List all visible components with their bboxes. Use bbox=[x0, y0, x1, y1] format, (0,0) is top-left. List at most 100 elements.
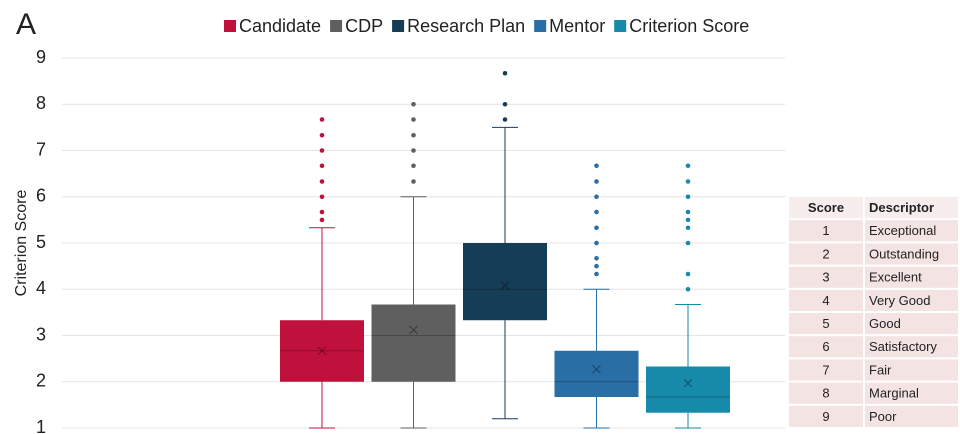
outlier bbox=[685, 194, 691, 200]
table-cell bbox=[789, 336, 863, 358]
outlier bbox=[319, 163, 325, 169]
outlier bbox=[594, 255, 599, 261]
outlier bbox=[594, 194, 599, 200]
table-cell bbox=[789, 289, 863, 311]
outlier bbox=[319, 217, 325, 223]
table-header: Score bbox=[808, 200, 844, 215]
table-text: Satisfactory bbox=[869, 339, 937, 354]
table-text: 4 bbox=[822, 293, 829, 308]
outlier bbox=[685, 217, 691, 223]
table-header-cell bbox=[865, 197, 958, 219]
outlier bbox=[411, 179, 416, 184]
table-text: Good bbox=[869, 316, 901, 331]
mean-marker bbox=[500, 281, 510, 290]
table-text: Excellent bbox=[869, 270, 922, 285]
table-text: Outstanding bbox=[869, 246, 939, 261]
legend-swatch bbox=[224, 20, 236, 32]
outlier bbox=[411, 132, 416, 138]
outlier bbox=[685, 209, 691, 215]
table-text: 9 bbox=[822, 409, 829, 424]
outlier bbox=[502, 70, 508, 76]
legend-label: Mentor bbox=[549, 16, 605, 36]
outlier bbox=[685, 179, 691, 184]
legend-swatch bbox=[330, 20, 343, 32]
outlier bbox=[685, 240, 691, 246]
table-cell bbox=[865, 382, 958, 404]
outlier bbox=[502, 101, 508, 107]
mean-marker bbox=[683, 378, 693, 388]
table-text: 1 bbox=[822, 223, 829, 238]
outlier bbox=[411, 148, 416, 153]
outlier bbox=[594, 271, 599, 277]
y-tick-label: 9 bbox=[36, 47, 46, 67]
outlier bbox=[319, 148, 325, 153]
table-cell bbox=[789, 405, 863, 427]
legend-swatch bbox=[392, 20, 405, 32]
table-cell bbox=[865, 289, 958, 311]
panel-label: A bbox=[16, 8, 36, 41]
outlier bbox=[502, 117, 508, 122]
legend-swatch bbox=[614, 20, 627, 32]
outlier bbox=[411, 163, 416, 169]
table-cell bbox=[865, 359, 958, 381]
outlier bbox=[319, 194, 325, 200]
table-cell bbox=[789, 243, 863, 265]
outlier bbox=[411, 101, 416, 107]
table-text: 7 bbox=[822, 362, 829, 377]
outlier bbox=[594, 163, 599, 169]
outlier bbox=[685, 163, 691, 169]
outlier bbox=[685, 271, 691, 277]
outlier bbox=[411, 117, 416, 122]
table-text: Fair bbox=[869, 362, 892, 377]
table-text: Marginal bbox=[869, 386, 919, 401]
table-cell bbox=[789, 359, 863, 381]
legend-label: Criterion Score bbox=[629, 16, 749, 36]
outlier bbox=[594, 240, 599, 246]
table-header: Descriptor bbox=[869, 200, 934, 215]
outlier bbox=[319, 117, 325, 122]
y-tick-label: 3 bbox=[36, 324, 46, 344]
outlier bbox=[594, 209, 599, 215]
y-tick-label: 2 bbox=[36, 371, 46, 391]
mean-marker bbox=[592, 364, 601, 374]
table-cell bbox=[865, 313, 958, 335]
y-tick-label: 6 bbox=[36, 186, 46, 206]
box bbox=[646, 366, 730, 413]
outlier bbox=[319, 209, 325, 215]
outlier bbox=[594, 225, 599, 231]
table-header-cell bbox=[789, 197, 863, 219]
table-cell bbox=[789, 220, 863, 242]
legend-label: Research Plan bbox=[407, 16, 525, 36]
y-tick-label: 5 bbox=[36, 232, 46, 252]
outlier bbox=[685, 286, 691, 292]
y-tick-label: 7 bbox=[36, 139, 46, 159]
table-text: 2 bbox=[822, 246, 829, 261]
legend-label: CDP bbox=[345, 16, 383, 36]
mean-marker bbox=[317, 346, 327, 356]
box bbox=[371, 304, 456, 382]
table-cell bbox=[865, 336, 958, 358]
table-text: Poor bbox=[869, 409, 897, 424]
y-axis-label: Criterion Score bbox=[13, 190, 30, 297]
y-tick-label: 4 bbox=[36, 278, 46, 298]
table-cell bbox=[865, 220, 958, 242]
table-cell bbox=[865, 243, 958, 265]
table-text: Very Good bbox=[869, 293, 930, 308]
mean-marker bbox=[409, 325, 418, 335]
box bbox=[554, 350, 639, 398]
table-cell bbox=[789, 266, 863, 288]
table-text: 8 bbox=[822, 386, 829, 401]
y-tick-label: 1 bbox=[36, 417, 46, 434]
table-text: 3 bbox=[822, 270, 829, 285]
box bbox=[280, 320, 364, 382]
outlier bbox=[594, 263, 599, 269]
table-text: 5 bbox=[822, 316, 829, 331]
table-text: Exceptional bbox=[869, 223, 936, 238]
table-cell bbox=[865, 405, 958, 427]
outlier bbox=[685, 225, 691, 231]
y-tick-label: 8 bbox=[36, 93, 46, 113]
table-cell bbox=[865, 266, 958, 288]
table-text: 6 bbox=[822, 339, 829, 354]
